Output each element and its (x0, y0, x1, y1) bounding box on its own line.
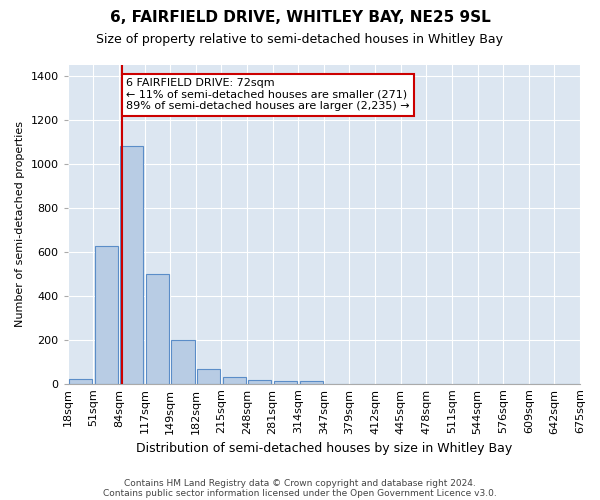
Bar (172, 340, 194, 384)
Bar (299, 382, 323, 384)
Bar (274, 381, 297, 384)
Text: Contains HM Land Registry data © Crown copyright and database right 2024.: Contains HM Land Registry data © Crown c… (124, 478, 476, 488)
Bar (197, 368, 220, 384)
Bar (69, 379, 92, 384)
Bar (248, 380, 271, 384)
X-axis label: Distribution of semi-detached houses by size in Whitley Bay: Distribution of semi-detached houses by … (136, 442, 512, 455)
Text: Contains public sector information licensed under the Open Government Licence v3: Contains public sector information licen… (103, 488, 497, 498)
Y-axis label: Number of semi-detached properties: Number of semi-detached properties (15, 122, 25, 328)
Text: 6 FAIRFIELD DRIVE: 72sqm
← 11% of semi-detached houses are smaller (271)
89% of : 6 FAIRFIELD DRIVE: 72sqm ← 11% of semi-d… (126, 78, 410, 112)
Text: 6, FAIRFIELD DRIVE, WHITLEY BAY, NE25 9SL: 6, FAIRFIELD DRIVE, WHITLEY BAY, NE25 9S… (110, 10, 490, 25)
Text: Size of property relative to semi-detached houses in Whitley Bay: Size of property relative to semi-detach… (97, 32, 503, 46)
Bar (223, 377, 246, 384)
Bar (95, 246, 118, 384)
Bar (120, 146, 143, 384)
Bar (146, 274, 169, 384)
